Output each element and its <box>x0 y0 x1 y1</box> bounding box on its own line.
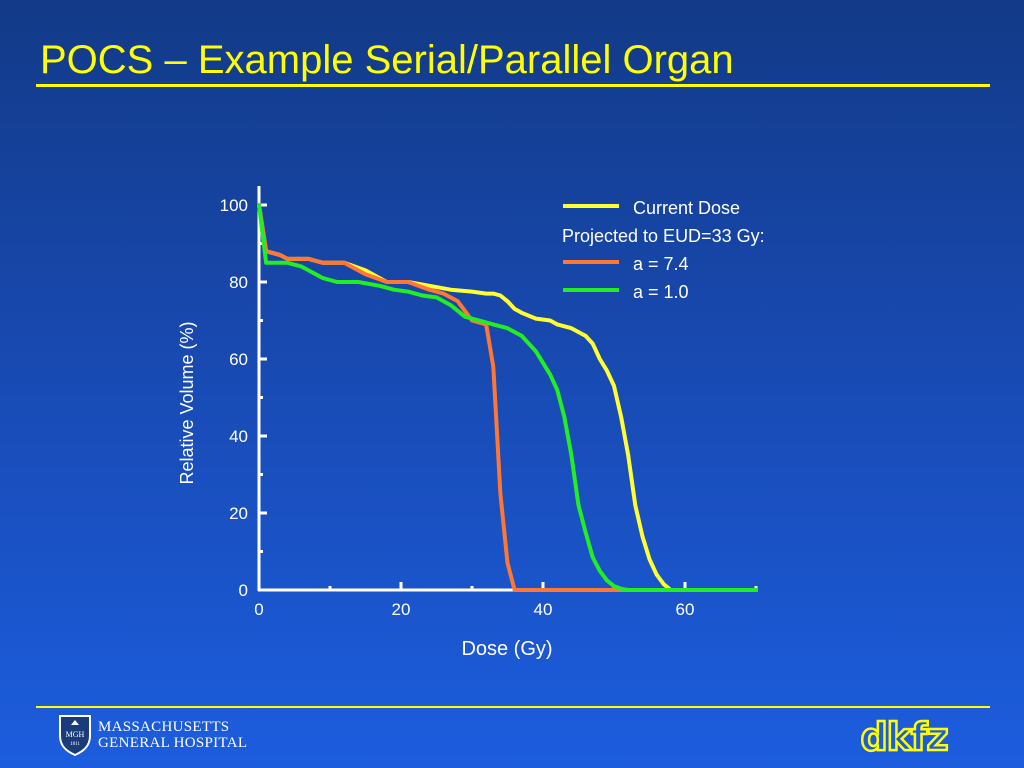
chart-legend: Current Dose Projected to EUD=33 Gy: a = 7… <box>562 198 765 302</box>
legend-header: Projected to EUD=33 Gy: <box>562 226 765 246</box>
x-tick-label: 0 <box>254 600 263 619</box>
y-tick-label: 80 <box>229 273 248 292</box>
mgh-logo: MGH 1811 MASSACHUSETTS GENERAL HOSPITAL <box>58 714 247 756</box>
mgh-seal-icon: MGH 1811 <box>59 715 91 756</box>
y-axis-label: Relative Volume (%) <box>177 321 197 484</box>
chart-series <box>257 203 758 592</box>
x-tick-label: 60 <box>676 600 695 619</box>
dkfz-logo: dkfz <box>859 716 950 758</box>
legend-label-a-1-0: a = 1.0 <box>633 282 689 302</box>
mgh-line-2: GENERAL HOSPITAL <box>98 735 248 751</box>
y-tick-label: 0 <box>239 581 248 600</box>
x-tick-label: 20 <box>392 600 411 619</box>
dvh-chart: 0 20 40 60 80 100 0 20 40 60 Current Dose Projecte… <box>177 186 765 660</box>
mgh-seal-year: 1811 <box>70 742 80 747</box>
slide-title: POCS – Example Serial/Parallel Organ <box>40 38 734 82</box>
mgh-seal-letters: MGH <box>66 730 85 739</box>
y-tick-label: 100 <box>220 196 248 215</box>
chart-axes: 0 20 40 60 80 100 0 20 40 60 <box>220 186 758 619</box>
title-underline <box>36 84 990 87</box>
legend-label-current-dose: Current Dose <box>633 198 740 218</box>
series-line-a-1-0 <box>257 203 758 592</box>
y-tick-label: 20 <box>229 504 248 523</box>
x-axis-label: Dose (Gy) <box>461 638 552 660</box>
y-tick-label: 40 <box>229 427 248 446</box>
dkfz-logo-text: dkfz <box>860 716 947 758</box>
footer-rule <box>36 706 990 708</box>
x-tick-label: 40 <box>534 600 553 619</box>
mgh-line-1: MASSACHUSETTS <box>98 719 230 735</box>
series-line-a-7-4 <box>257 203 758 592</box>
y-tick-label: 60 <box>229 350 248 369</box>
legend-label-a-7-4: a = 7.4 <box>633 254 689 274</box>
